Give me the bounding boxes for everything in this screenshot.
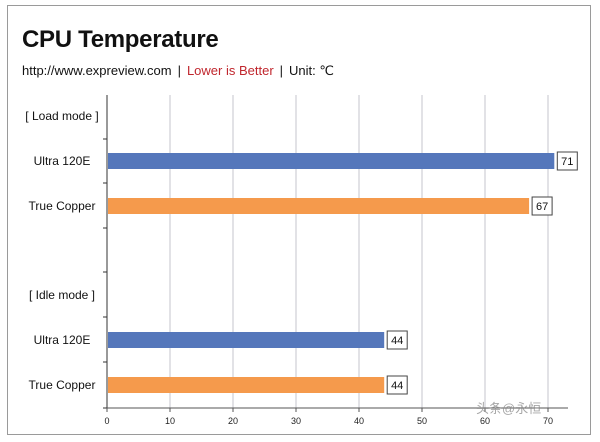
bar-category-label: True Copper	[29, 378, 96, 392]
bar-0-0	[108, 153, 555, 169]
x-tick-label-5: 50	[417, 416, 427, 426]
bar-1-1	[108, 377, 385, 393]
x-tick-label-4: 40	[354, 416, 364, 426]
lower-is-better-note: Lower is Better	[186, 63, 274, 78]
subtitle-separator-1: |	[177, 63, 181, 78]
chart-frame	[7, 5, 591, 435]
group-label-0: [ Load mode ]	[25, 109, 98, 123]
x-tick-label-7: 70	[543, 416, 553, 426]
watermark-text: 头条@永恒	[476, 401, 542, 416]
data-label-box	[386, 375, 408, 395]
data-label-box	[531, 196, 553, 216]
x-tick-label-2: 20	[228, 416, 238, 426]
unit-label: Unit: ℃	[289, 63, 334, 78]
data-label: 44	[391, 335, 403, 347]
bar-category-label: Ultra 120E	[34, 333, 91, 347]
chart-subtitle: http://www.expreview.com | Lower is Better…	[22, 63, 334, 79]
bar-category-label: Ultra 120E	[34, 154, 91, 168]
x-tick-label-0: 0	[104, 416, 109, 426]
data-label: 44	[391, 380, 403, 392]
source-url: http://www.expreview.com	[22, 63, 172, 78]
data-label: 67	[536, 201, 548, 213]
chart-title: CPU Temperature	[22, 26, 219, 53]
group-label-1: [ Idle mode ]	[29, 288, 95, 302]
subtitle-separator-2: |	[279, 63, 284, 78]
bar-0-1	[108, 198, 530, 214]
x-tick-label-3: 30	[291, 416, 301, 426]
x-tick-label-6: 60	[480, 416, 490, 426]
x-tick-label-1: 10	[165, 416, 175, 426]
data-label-box	[556, 151, 578, 171]
data-label-box	[386, 330, 408, 350]
bar-1-0	[108, 332, 385, 348]
bar-category-label: True Copper	[29, 199, 96, 213]
data-label: 71	[561, 156, 573, 168]
